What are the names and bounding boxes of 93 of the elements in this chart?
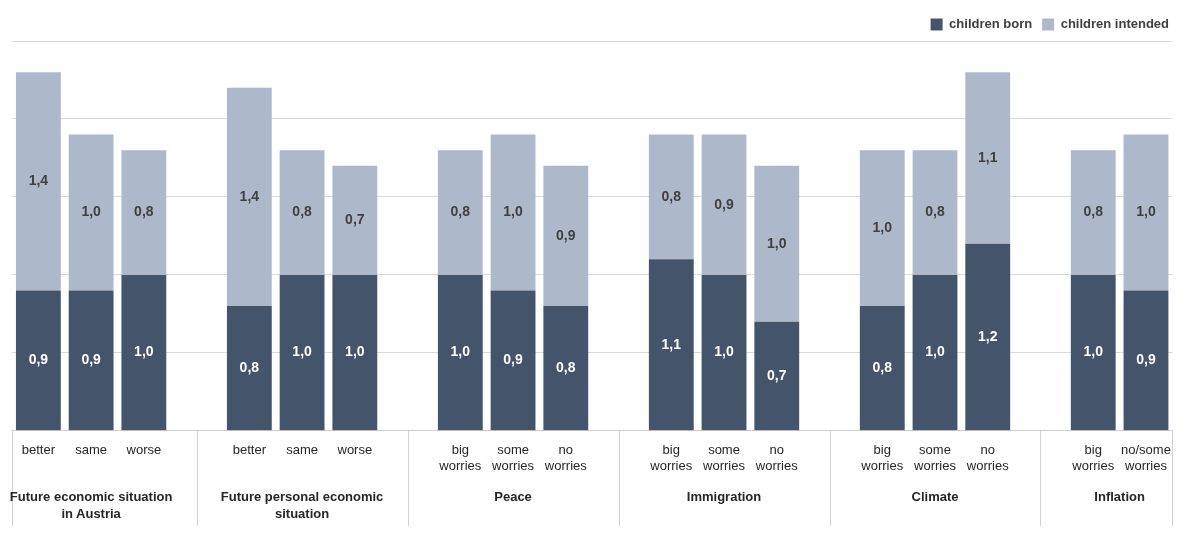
x-tick-label: some worries [702, 442, 746, 473]
data-label: 1,4 [28, 172, 49, 189]
data-label: 1,0 [925, 343, 945, 360]
text: Climate [911, 488, 959, 504]
bar [1123, 134, 1169, 291]
data-label: 0,8 [925, 203, 945, 220]
bar [490, 134, 536, 291]
bar [701, 274, 747, 431]
bar [543, 165, 589, 307]
bar [15, 72, 61, 291]
data-label: 0,8 [239, 359, 260, 376]
x-tick-label: big worries [438, 442, 482, 473]
text: Future personal economic situation [220, 488, 384, 521]
bar [754, 165, 800, 322]
bar [437, 274, 483, 431]
x-tick-label: same [286, 442, 318, 458]
bar [754, 321, 800, 431]
x-tick-label: some worries [491, 442, 535, 473]
data-label: 1,4 [239, 187, 260, 204]
bar [279, 150, 325, 275]
data-label: 0,8 [872, 359, 893, 376]
bar [648, 134, 694, 260]
x-tick-label: no worries [965, 442, 1010, 473]
x-tick-label: worse [125, 442, 162, 458]
data-label: 0,8 [292, 203, 313, 220]
text: Future economic situation in Austria [9, 488, 173, 521]
text: Peace [494, 488, 532, 504]
data-label: 1,0 [714, 343, 734, 360]
data-label: 1,0 [292, 343, 313, 360]
bar [226, 306, 272, 431]
bar [332, 165, 378, 275]
bar [965, 243, 1011, 431]
bar [68, 134, 114, 291]
data-label: 1,0 [767, 234, 787, 251]
data-label: 0,9 [503, 351, 523, 368]
x-tick-label: big worries [860, 442, 904, 473]
bar [68, 290, 114, 431]
bar [332, 274, 378, 431]
bar [121, 274, 167, 431]
bar [965, 72, 1011, 244]
legend-label: children intended [1060, 16, 1170, 32]
bar [543, 306, 589, 431]
data-label: 1,2 [978, 327, 998, 344]
x-tick-label: no worries [754, 442, 799, 473]
bar [859, 306, 905, 431]
x-tick-label: worse [336, 442, 373, 458]
x-tick-label: no/some worries [1121, 442, 1171, 473]
bar [15, 290, 61, 431]
data-label: 1,0 [450, 343, 471, 360]
data-label: 0,7 [767, 366, 787, 383]
data-label: 1,0 [345, 343, 365, 360]
data-label: 0,8 [134, 203, 154, 220]
data-label: 0,9 [28, 351, 49, 368]
data-label: 1,0 [1083, 343, 1104, 360]
x-tick-label: same [75, 442, 108, 458]
data-label: 0,8 [556, 359, 576, 376]
data-label: 0,8 [1083, 203, 1104, 220]
bar [859, 150, 905, 307]
data-label: 0,8 [661, 187, 682, 204]
bar [226, 87, 272, 307]
bar [279, 274, 325, 431]
data-label: 0,9 [714, 195, 734, 212]
text: Inflation [1094, 488, 1145, 504]
data-label: 0,8 [450, 203, 471, 220]
x-tick-label: better [232, 442, 267, 458]
bar [1123, 290, 1169, 431]
data-label: 1,0 [81, 203, 102, 220]
x-tick-label: big worries [649, 442, 693, 473]
data-label: 0,9 [1136, 351, 1156, 368]
bar [912, 150, 958, 275]
bar [121, 150, 167, 275]
data-label: 1,0 [503, 203, 523, 220]
bar [437, 150, 483, 275]
data-label: 1,1 [978, 148, 998, 165]
data-label: 0,9 [81, 351, 102, 368]
x-tick-label: no worries [543, 442, 588, 473]
data-label: 1,0 [1136, 203, 1156, 220]
text: Immigration [686, 488, 762, 504]
bar [648, 259, 694, 431]
bar [701, 134, 747, 275]
x-tick-label: some worries [913, 442, 957, 473]
x-tick-label: better [21, 442, 56, 458]
data-label: 1,1 [661, 335, 682, 352]
data-label: 0,7 [345, 211, 365, 228]
data-label: 1,0 [134, 343, 154, 360]
x-tick-label: big worries [1071, 442, 1115, 473]
bar [1070, 150, 1116, 275]
bar [1070, 274, 1116, 431]
data-label: 1,0 [872, 218, 893, 235]
data-label: 0,9 [556, 226, 576, 243]
bar [490, 290, 536, 431]
bar [912, 274, 958, 431]
legend-label: children born [949, 16, 1033, 32]
